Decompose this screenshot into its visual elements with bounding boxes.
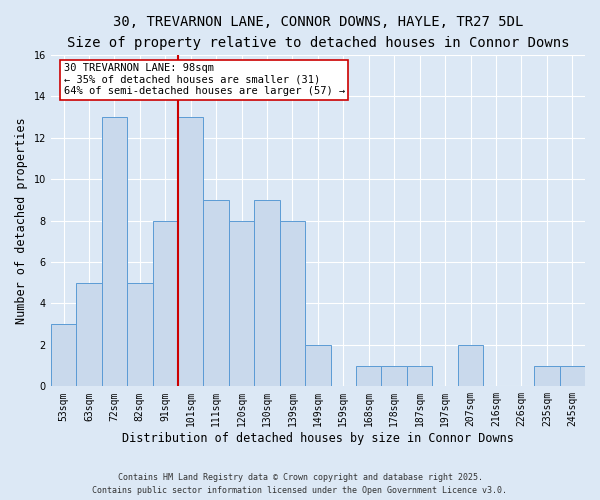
Bar <box>458 345 483 387</box>
Bar <box>407 366 433 386</box>
Bar <box>382 366 407 386</box>
Bar <box>152 220 178 386</box>
Text: Contains HM Land Registry data © Crown copyright and database right 2025.
Contai: Contains HM Land Registry data © Crown c… <box>92 474 508 495</box>
Bar <box>51 324 76 386</box>
Bar <box>101 117 127 386</box>
Title: 30, TREVARNON LANE, CONNOR DOWNS, HAYLE, TR27 5DL
Size of property relative to d: 30, TREVARNON LANE, CONNOR DOWNS, HAYLE,… <box>67 15 569 50</box>
Bar <box>127 283 152 387</box>
Bar <box>76 283 101 387</box>
Y-axis label: Number of detached properties: Number of detached properties <box>15 118 28 324</box>
Bar <box>280 220 305 386</box>
Bar <box>356 366 382 386</box>
Text: 30 TREVARNON LANE: 98sqm
← 35% of detached houses are smaller (31)
64% of semi-d: 30 TREVARNON LANE: 98sqm ← 35% of detach… <box>64 63 345 96</box>
Bar <box>178 117 203 386</box>
Bar <box>229 220 254 386</box>
Bar <box>560 366 585 386</box>
Bar <box>254 200 280 386</box>
X-axis label: Distribution of detached houses by size in Connor Downs: Distribution of detached houses by size … <box>122 432 514 445</box>
Bar <box>305 345 331 387</box>
Bar <box>203 200 229 386</box>
Bar <box>534 366 560 386</box>
